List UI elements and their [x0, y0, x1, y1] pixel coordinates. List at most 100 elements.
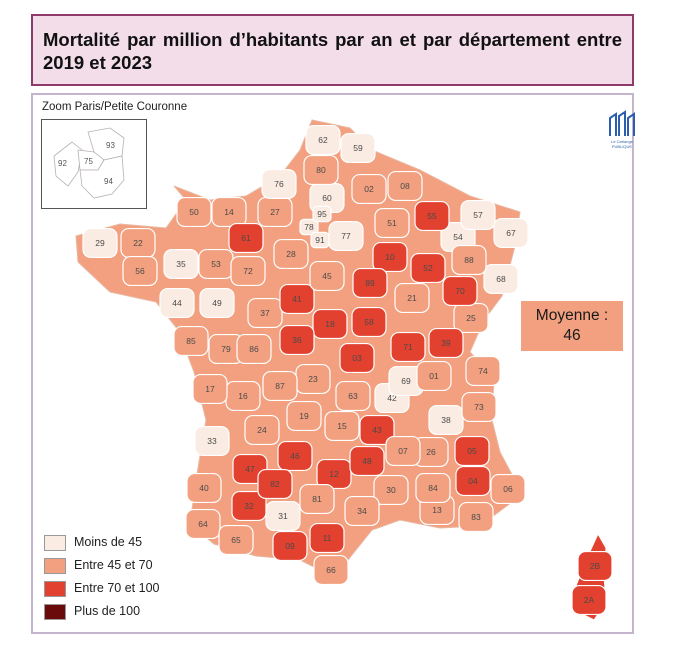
dept-57: 57	[460, 199, 496, 231]
dept-17: 17	[192, 373, 228, 405]
dept-label-58: 58	[364, 317, 374, 327]
dept-label-37: 37	[260, 308, 270, 318]
dept-shape-2B	[577, 550, 613, 582]
title-box: Mortalité par million d’habitants par an…	[31, 14, 634, 86]
dept-shape-61	[228, 222, 264, 254]
dept-33: 33	[194, 425, 230, 457]
dept-02: 02	[351, 173, 387, 205]
dept-shape-2A	[571, 584, 607, 616]
dept-label-73: 73	[474, 402, 484, 412]
dept-label-18: 18	[325, 319, 335, 329]
dept-label-38: 38	[441, 415, 451, 425]
dept-32: 32	[231, 490, 267, 522]
dept-label-23: 23	[308, 374, 318, 384]
dept-64: 64	[185, 508, 221, 540]
dept-label-59: 59	[353, 143, 363, 153]
dept-53: 53	[198, 248, 234, 280]
dept-shape-28	[273, 238, 309, 270]
dept-label-28: 28	[286, 249, 296, 259]
inset-label-94: 94	[104, 177, 113, 186]
dept-shape-67	[493, 217, 529, 249]
dept-shape-72	[230, 255, 266, 287]
dept-76: 76	[261, 168, 297, 200]
dept-shape-09	[272, 530, 308, 562]
dept-shape-44	[159, 287, 195, 319]
dept-shape-38	[428, 404, 464, 436]
dept-label-29: 29	[95, 238, 105, 248]
dept-label-49: 49	[212, 298, 222, 308]
dept-73: 73	[461, 391, 497, 423]
dept-label-07: 07	[398, 446, 408, 456]
dept-shape-08	[387, 170, 423, 202]
dept-label-19: 19	[299, 411, 309, 421]
dept-label-40: 40	[199, 483, 209, 493]
dept-shape-85	[173, 325, 209, 357]
dept-03: 03	[339, 342, 375, 374]
dept-label-95: 95	[317, 209, 327, 219]
dept-68: 68	[483, 263, 519, 295]
dept-label-43: 43	[372, 425, 382, 435]
dept-label-09: 09	[285, 541, 295, 551]
dept-shape-80	[303, 154, 339, 186]
dept-39: 39	[428, 327, 464, 359]
dept-22: 22	[120, 227, 156, 259]
dept-label-17: 17	[205, 384, 215, 394]
dept-label-25: 25	[466, 313, 476, 323]
svg-text:Le Carlange: Le Carlange	[611, 139, 634, 144]
dept-shape-49	[199, 287, 235, 319]
dept-label-21: 21	[407, 293, 417, 303]
dept-label-79: 79	[221, 344, 231, 354]
dept-shape-88	[451, 244, 487, 276]
dept-label-72: 72	[243, 266, 253, 276]
average-label: Moyenne :	[535, 307, 609, 324]
dept-95: 95	[312, 205, 332, 223]
dept-shape-65	[218, 524, 254, 556]
dept-shape-66	[313, 554, 349, 586]
dept-label-10: 10	[385, 252, 395, 262]
dept-shape-06	[490, 473, 526, 505]
dept-label-87: 87	[275, 381, 285, 391]
legend-swatch-low	[44, 535, 66, 551]
dept-shape-68	[483, 263, 519, 295]
dept-81: 81	[299, 483, 335, 515]
dept-46: 46	[277, 440, 313, 472]
dept-label-02: 02	[364, 184, 374, 194]
dept-35: 35	[163, 248, 199, 280]
dept-shape-31	[265, 500, 301, 532]
dept-label-35: 35	[176, 259, 186, 269]
dept-78: 78	[299, 218, 319, 236]
institution-logo-icon: Le Carlange PUBLIQUE	[609, 110, 635, 149]
dept-74: 74	[465, 355, 501, 387]
dept-10: 10	[372, 241, 408, 273]
dept-label-91: 91	[315, 235, 325, 245]
dept-label-08: 08	[400, 181, 410, 191]
dept-37: 37	[247, 297, 283, 329]
dept-shape-50	[176, 196, 212, 228]
dept-label-39: 39	[441, 338, 451, 348]
dept-shape-39	[428, 327, 464, 359]
dept-55: 55	[414, 200, 450, 232]
dept-shape-48	[349, 445, 385, 477]
dept-62: 62	[305, 124, 341, 156]
dept-25: 25	[453, 302, 489, 334]
dept-shape-51	[374, 207, 410, 239]
dept-shape-11	[309, 522, 345, 554]
dept-label-83: 83	[471, 512, 481, 522]
dept-label-88: 88	[464, 255, 474, 265]
dept-label-13: 13	[432, 505, 442, 515]
dept-label-62: 62	[318, 135, 328, 145]
dept-shape-83	[458, 501, 494, 533]
inset-dept-94	[79, 155, 125, 199]
dept-label-03: 03	[352, 353, 362, 363]
dept-label-41: 41	[292, 294, 302, 304]
dept-shape-74	[465, 355, 501, 387]
dept-label-31: 31	[278, 511, 288, 521]
paris-inset-map: 93 92 75 94	[53, 127, 125, 199]
dept-label-11: 11	[323, 533, 332, 543]
dept-86: 86	[236, 333, 272, 365]
dept-shape-63	[335, 380, 371, 412]
dept-label-89: 89	[365, 278, 375, 288]
dept-shape-03	[339, 342, 375, 374]
dept-shape-14	[211, 196, 247, 228]
dept-91: 91	[310, 231, 330, 249]
